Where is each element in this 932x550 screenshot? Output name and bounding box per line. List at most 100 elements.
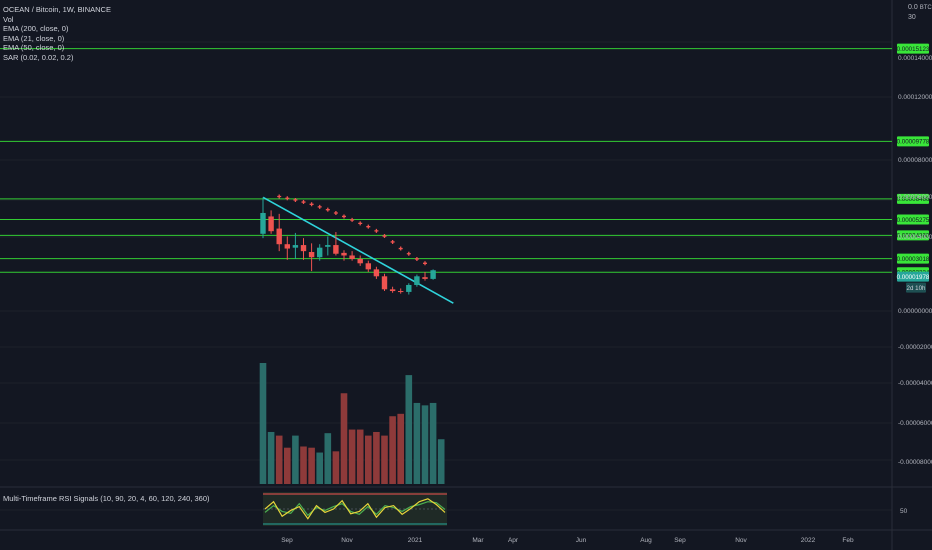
volume-bar bbox=[259, 363, 267, 484]
time-tick-label: Nov bbox=[735, 537, 747, 544]
volume-bar bbox=[429, 402, 437, 484]
sar-point bbox=[285, 196, 290, 201]
volume-bar bbox=[284, 447, 291, 484]
symbol-title[interactable]: OCEAN / Bitcoin, 1W, BINANCE bbox=[3, 5, 111, 14]
level-price-badge[interactable] bbox=[897, 43, 929, 54]
candle-body bbox=[389, 289, 396, 292]
last-price-text: 0.00001978 bbox=[897, 274, 930, 281]
sar-point bbox=[350, 217, 355, 222]
countdown-text: 2d 10h bbox=[907, 285, 926, 292]
level-price-text: 0.00005275 bbox=[897, 217, 930, 224]
sar-point bbox=[423, 261, 427, 266]
volume-bar bbox=[267, 431, 275, 484]
candle-body bbox=[300, 245, 307, 252]
level-price-badge[interactable] bbox=[897, 193, 929, 204]
price-tick-label: 0.00004000 bbox=[898, 234, 932, 241]
sar-point bbox=[374, 228, 379, 233]
candle-body bbox=[422, 277, 428, 279]
time-axis[interactable]: Sep Nov 2021 Mar Apr Jun Aug Sep Nov 2022 Feb bbox=[281, 537, 854, 544]
candle-body bbox=[276, 228, 282, 245]
volume-bar bbox=[413, 402, 421, 484]
candle-body bbox=[333, 245, 339, 254]
time-tick-label: Feb bbox=[842, 537, 854, 544]
volume-bar bbox=[292, 435, 299, 484]
price-tick-label: 0.00012000 bbox=[898, 94, 932, 101]
price-tick-label: -0.00006000 bbox=[898, 420, 932, 427]
indicator-ema-50[interactable]: EMA (50, close, 0) bbox=[3, 43, 65, 53]
currency-label: 0.0 BTC 30 bbox=[908, 3, 932, 22]
level-price-badge[interactable] bbox=[897, 253, 929, 264]
last-price-badge[interactable] bbox=[897, 271, 929, 282]
legend: OCEAN / Bitcoin, 1W, BINANCE Vol EMA (20… bbox=[3, 5, 111, 63]
currency-value: 30 bbox=[908, 14, 916, 21]
price-axis[interactable]: 0.00014000 0.00012000 0.00008000 0.00006000… bbox=[898, 55, 932, 466]
level-price-text: 0.00006466 bbox=[897, 196, 930, 203]
price-tick-label: 0.00014000 bbox=[898, 55, 932, 62]
level-price-badge[interactable] bbox=[897, 230, 929, 241]
trendline-layer[interactable] bbox=[262, 196, 454, 304]
candle-body bbox=[398, 291, 404, 293]
indicator-ema-200[interactable]: EMA (200, close, 0) bbox=[3, 24, 69, 34]
time-tick-label: Sep bbox=[674, 537, 686, 544]
sar-point bbox=[342, 214, 346, 219]
candle-body bbox=[349, 255, 355, 259]
volume-bar bbox=[421, 405, 429, 484]
sar-point bbox=[293, 197, 298, 202]
sar-point bbox=[414, 256, 419, 261]
volume-bar bbox=[308, 447, 315, 484]
volume-bar bbox=[324, 433, 332, 484]
time-tick-label: Jun bbox=[576, 537, 587, 544]
candle-body bbox=[292, 245, 299, 248]
volume-bar bbox=[332, 451, 340, 484]
volume-bar bbox=[300, 446, 307, 484]
volume-bar bbox=[389, 416, 396, 484]
sar-point bbox=[333, 210, 338, 215]
volume-bar bbox=[316, 452, 323, 484]
candle-body bbox=[260, 212, 266, 234]
price-tick-label: -0.00004000 bbox=[898, 380, 932, 387]
price-tick-label: 0.00006000 bbox=[898, 194, 932, 201]
candle-body bbox=[284, 244, 290, 249]
candles-layer bbox=[260, 197, 436, 295]
horizontal-levels[interactable]: 0.00015123 0.00009778 0.00006466 0.00005275… bbox=[0, 43, 930, 293]
candle-body bbox=[414, 276, 420, 285]
candle-body bbox=[325, 245, 331, 247]
indicator-sar[interactable]: SAR (0.02, 0.02, 0.2) bbox=[3, 52, 74, 62]
time-tick-label: Nov bbox=[341, 537, 353, 544]
rsi-indicator-label[interactable]: Multi-Timeframe RSI Signals (10, 90, 20,… bbox=[3, 494, 210, 503]
time-tick-label: 2021 bbox=[408, 537, 423, 544]
currency-top: 0.0 bbox=[908, 4, 918, 11]
price-tick-label: 0.00008000 bbox=[898, 157, 932, 164]
sar-point bbox=[366, 224, 371, 229]
time-tick-label: Sep bbox=[281, 537, 293, 544]
sar-point bbox=[309, 202, 314, 207]
sar-point bbox=[382, 234, 387, 239]
sar-point bbox=[277, 194, 282, 199]
time-tick-label: Apr bbox=[508, 537, 519, 544]
candle-body bbox=[317, 247, 323, 258]
countdown-badge bbox=[906, 282, 926, 293]
sar-point bbox=[301, 200, 306, 205]
level-price-text: 0.00015123 bbox=[897, 46, 930, 53]
candle-body bbox=[381, 276, 388, 290]
sar-layer bbox=[277, 194, 427, 266]
candle-body bbox=[268, 216, 274, 232]
sar-point bbox=[398, 246, 403, 251]
sar-point bbox=[317, 204, 322, 209]
level-price-badge[interactable] bbox=[897, 136, 929, 147]
indicator-ema-21[interactable]: EMA (21, close, 0) bbox=[3, 33, 65, 43]
volume-bar bbox=[356, 429, 364, 484]
sar-point bbox=[390, 239, 395, 244]
indicator-vol[interactable]: Vol bbox=[3, 14, 14, 24]
candle-body bbox=[308, 252, 315, 258]
price-tick-label: -0.00002000 bbox=[898, 344, 932, 351]
sar-point bbox=[325, 207, 330, 212]
level-price-badge[interactable] bbox=[897, 214, 929, 225]
volume-bar bbox=[348, 429, 356, 484]
currency-unit: BTC bbox=[919, 5, 932, 11]
trendline[interactable] bbox=[262, 196, 454, 304]
volume-bar bbox=[405, 375, 413, 484]
